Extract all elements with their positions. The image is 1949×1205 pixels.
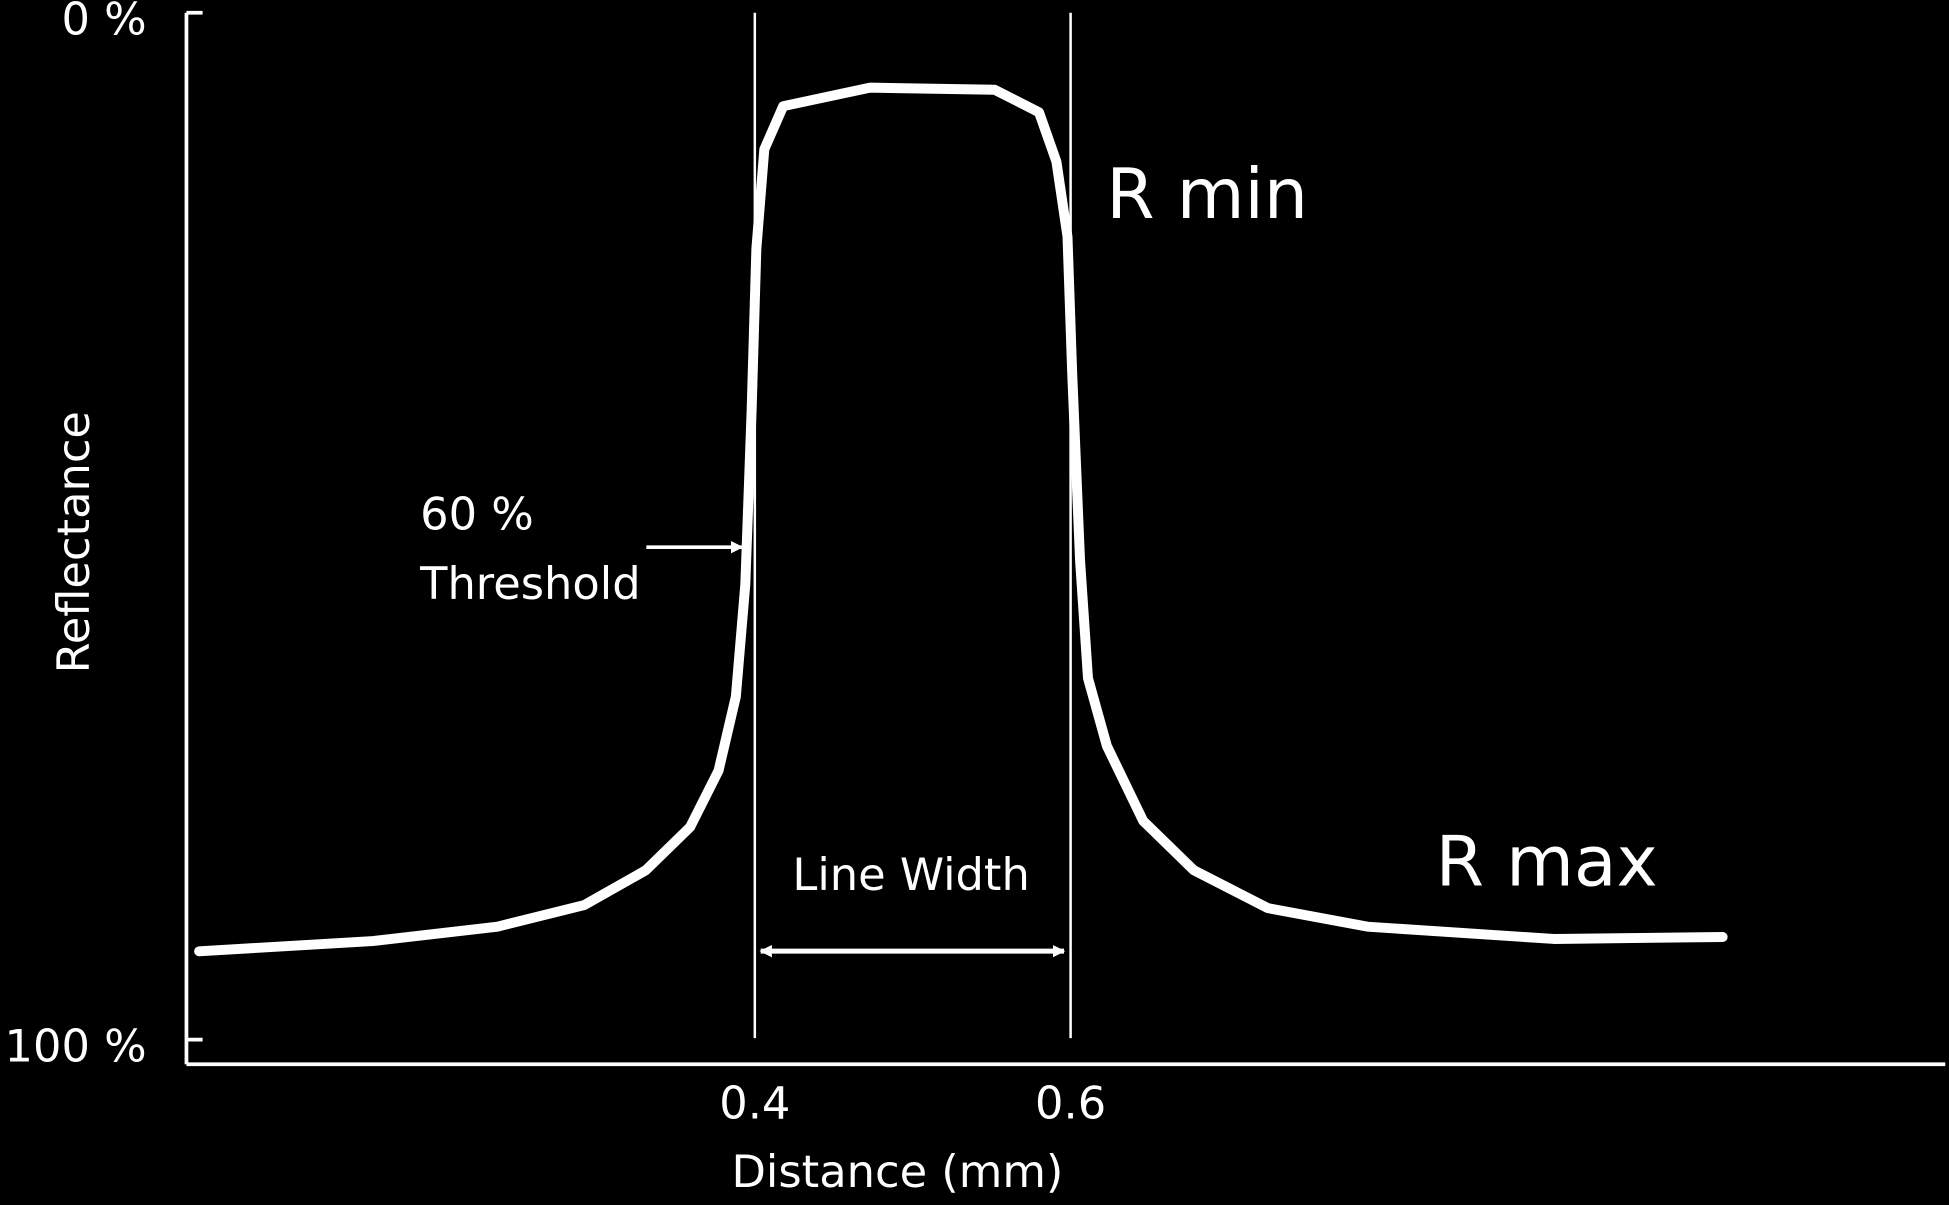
- annotation: 60 %: [420, 487, 534, 540]
- annotation: R max: [1436, 822, 1658, 903]
- series-line: [194, 82, 1728, 957]
- x-axis-label: Distance (mm): [731, 1145, 1063, 1198]
- annotation: R min: [1106, 154, 1308, 235]
- annotation: Line Width: [792, 848, 1029, 901]
- y-tick-label: 0 %: [61, 0, 146, 46]
- y-axis-label: Reflectance: [47, 411, 100, 673]
- x-tick-label: 0.6: [1035, 1077, 1106, 1130]
- annotation: Threshold: [419, 557, 640, 610]
- y-tick-label: 100 %: [5, 1020, 147, 1073]
- x-tick-label: 0.4: [719, 1077, 790, 1130]
